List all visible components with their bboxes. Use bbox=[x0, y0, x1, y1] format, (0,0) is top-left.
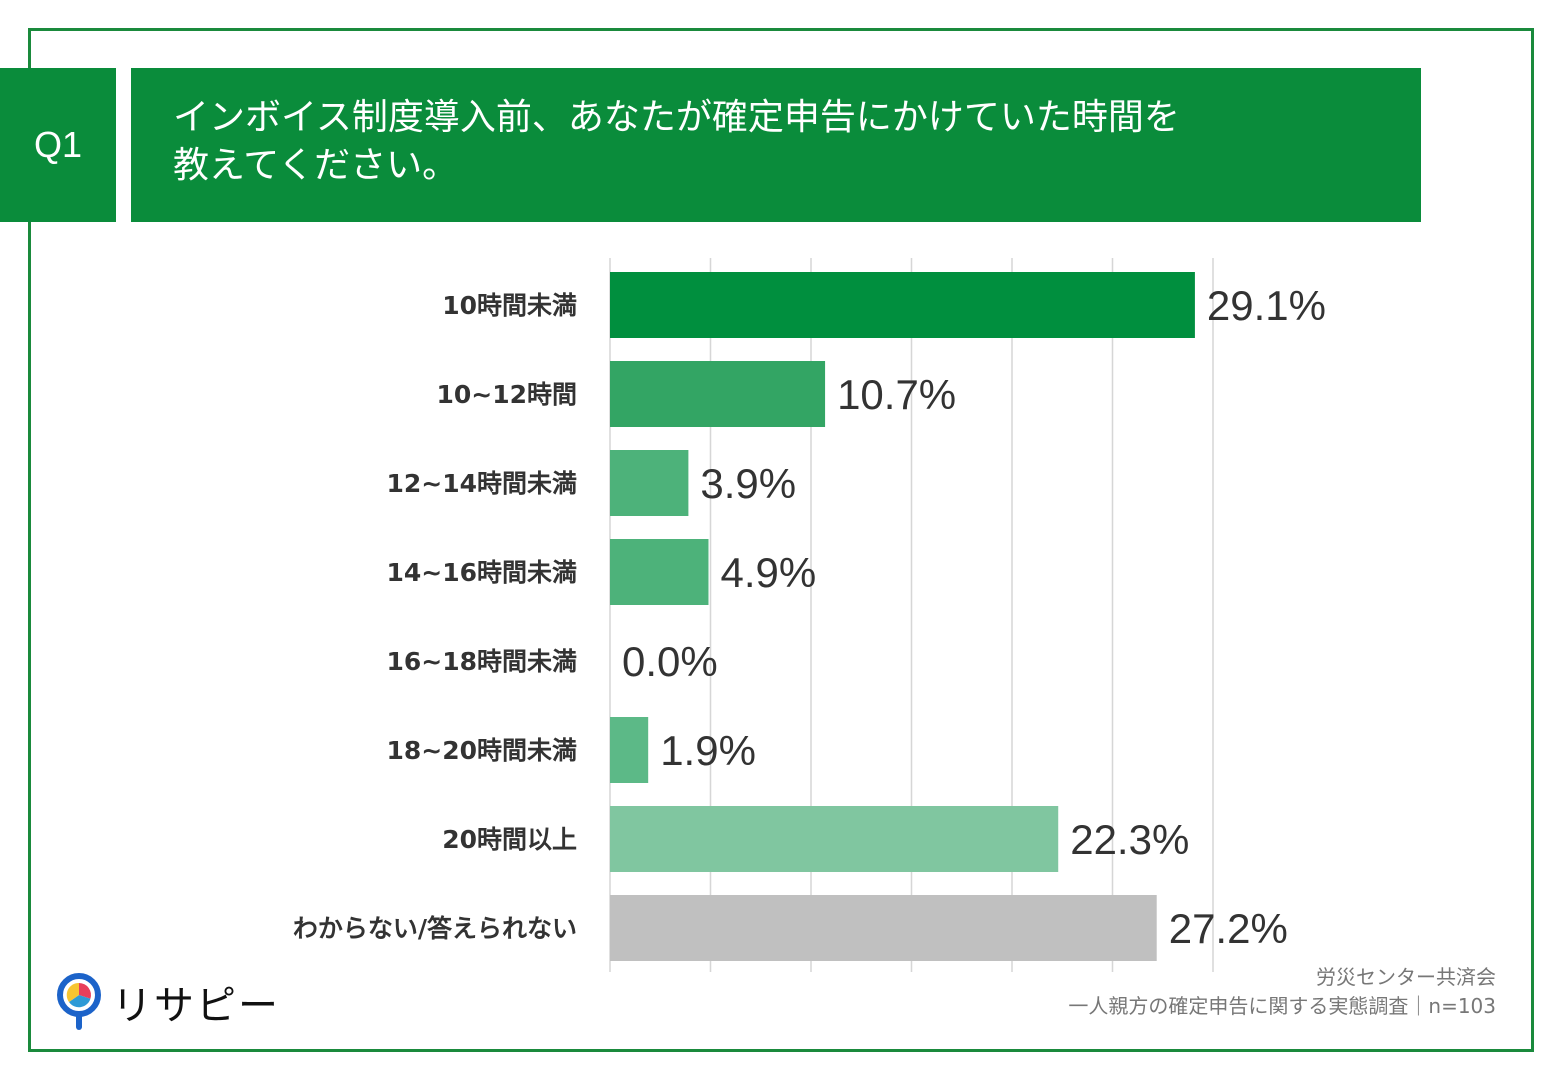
category-label: 10~12時間 bbox=[436, 380, 577, 409]
bar bbox=[610, 361, 826, 427]
source-note: 労災センター共済会 一人親方の確定申告に関する実態調査｜n=103 bbox=[1068, 963, 1496, 1021]
value-label: 4.9% bbox=[720, 549, 816, 596]
value-label: 10.7% bbox=[837, 371, 956, 418]
question-number: Q1 bbox=[0, 68, 116, 222]
value-label: 22.3% bbox=[1070, 816, 1189, 863]
category-labels: 10時間未満 10~12時間 12~14時間未満 14~16時間未満 16~18時間未満… bbox=[293, 291, 577, 943]
bar bbox=[610, 806, 1059, 872]
category-label: 12~14時間未満 bbox=[386, 469, 577, 498]
bar bbox=[610, 272, 1195, 338]
bar bbox=[610, 450, 689, 516]
bars bbox=[610, 272, 1195, 961]
category-label: 18~20時間未満 bbox=[386, 736, 577, 765]
value-label: 29.1% bbox=[1207, 282, 1326, 329]
category-label: 14~16時間未満 bbox=[386, 558, 577, 587]
value-label: 27.2% bbox=[1169, 905, 1288, 952]
source-line-2: 一人親方の確定申告に関する実態調査｜n=103 bbox=[1068, 994, 1496, 1018]
magnifier-pie-icon bbox=[57, 973, 101, 1030]
bar bbox=[610, 539, 709, 605]
chart-frame bbox=[28, 28, 1534, 1052]
source-line-1: 労災センター共済会 bbox=[1316, 965, 1496, 989]
category-label: 10時間未満 bbox=[442, 291, 577, 320]
value-label: 1.9% bbox=[660, 727, 756, 774]
value-label: 0.0% bbox=[622, 638, 718, 685]
value-label: 3.9% bbox=[700, 460, 796, 507]
logo-text: リサピー bbox=[112, 983, 280, 1029]
category-label: わからない/答えられない bbox=[293, 914, 577, 943]
bar bbox=[610, 717, 649, 783]
value-labels: 29.1% 10.7% 3.9% 4.9%0.0% 1.9% 22.3% 27.2% bbox=[622, 282, 1326, 952]
category-label: 16~18時間未満 bbox=[386, 647, 577, 676]
question-header: インボイス制度導入前、あなたが確定申告にかけていた時間を 教えてください。 bbox=[131, 68, 1421, 222]
brand-logo: リサピー bbox=[56, 972, 280, 1032]
category-label: 20時間以上 bbox=[442, 825, 577, 854]
question-text: インボイス制度導入前、あなたが確定申告にかけていた時間を 教えてください。 bbox=[173, 97, 1180, 186]
bar bbox=[610, 895, 1157, 961]
